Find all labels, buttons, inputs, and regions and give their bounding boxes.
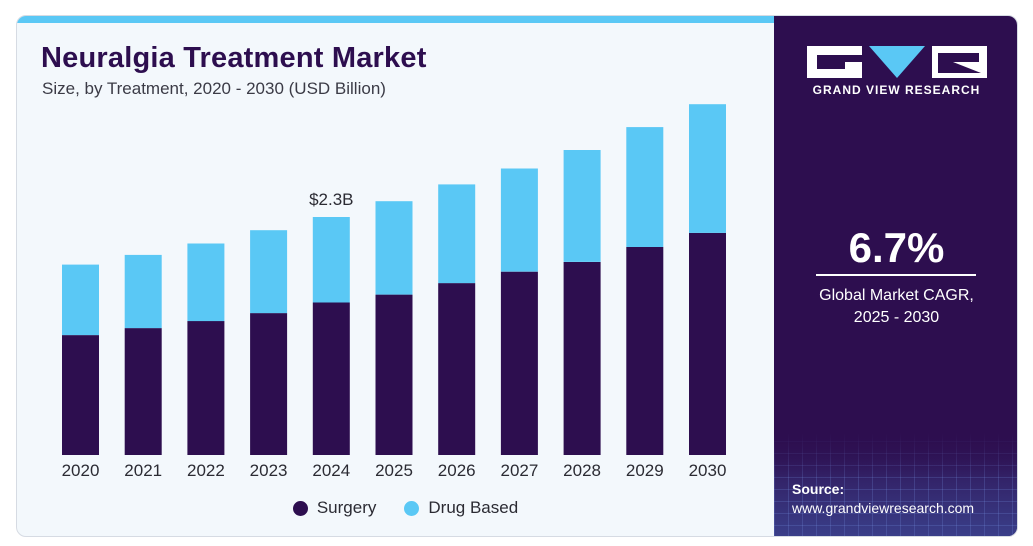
source-label: Source: [792, 481, 845, 497]
bar-surgery-2020 [62, 335, 99, 455]
bar-drug-based-2024 [312, 217, 350, 303]
bar-surgery-2030 [689, 232, 726, 455]
x-tick-label-2029: 2029 [626, 461, 664, 480]
bar-chart: 2020 2021 2022 2023 2024 $2.3B 2025 2026 2027 202… [62, 104, 727, 480]
bar-surgery-2027 [500, 271, 538, 455]
cagr-label-line1: Global Market CAGR, [819, 287, 974, 304]
brand-name: GRAND VIEW RESEARCH [812, 83, 981, 97]
legend-swatch-surgery [292, 500, 308, 516]
chart-subtitle: Size, by Treatment, 2020 - 2030 (USD Bil… [42, 79, 386, 98]
x-tick-label-2024: 2024 [312, 461, 350, 480]
legend-item-surgery: Surgery [292, 498, 377, 518]
bar-surgery-2029 [626, 247, 664, 455]
x-tick-label-2027: 2027 [500, 461, 538, 480]
cagr-value: 6.7% [848, 224, 945, 271]
bar-surgery-2023 [250, 313, 288, 455]
cagr-label: Global Market CAGR, 2025 - 2030 [774, 285, 1017, 329]
x-tick-label-2028: 2028 [563, 461, 601, 480]
legend-item-drug-based: Drug Based [404, 498, 518, 518]
cagr-divider [816, 274, 976, 276]
bar-surgery-2028 [563, 262, 601, 455]
bar-surgery-2022 [187, 321, 225, 455]
bar-drug-based-2022 [187, 243, 225, 322]
bar-drug-based-2021 [124, 254, 162, 329]
source-url: www.grandviewresearch.com [792, 500, 975, 516]
x-tick-label-2026: 2026 [438, 461, 476, 480]
bar-drug-based-2020 [62, 264, 99, 336]
legend-label-drug-based: Drug Based [428, 498, 519, 517]
cagr-label-line2: 2025 - 2030 [853, 309, 940, 326]
x-tick-label-2025: 2025 [375, 461, 413, 480]
x-tick-label-2021: 2021 [124, 461, 162, 480]
bar-drug-based-2025 [375, 201, 413, 295]
data-label-2024: $2.3B [309, 190, 353, 209]
bar-drug-based-2027 [500, 168, 538, 272]
brand-logo [807, 46, 987, 78]
x-tick-label-2020: 2020 [62, 461, 100, 480]
bar-drug-based-2023 [250, 230, 288, 314]
bar-drug-based-2030 [689, 104, 726, 233]
accent-bar [17, 16, 774, 23]
x-tick-label-2030: 2030 [689, 461, 727, 480]
decorative-grid [774, 433, 1017, 536]
bar-drug-based-2028 [563, 150, 601, 262]
bar-drug-based-2029 [626, 127, 664, 247]
bar-surgery-2021 [124, 328, 162, 455]
chart-title: Neuralgia Treatment Market [41, 42, 427, 74]
bar-drug-based-2026 [438, 184, 476, 284]
bar-surgery-2024 [312, 302, 350, 455]
legend-label-surgery: Surgery [316, 498, 377, 517]
chart-panel: Neuralgia Treatment Market Size, by Trea… [17, 16, 774, 536]
sidebar-panel: GRAND VIEW RESEARCH 6.7% Global Market C… [774, 16, 1017, 536]
legend-swatch-drug-based [404, 500, 420, 516]
infographic-card: Neuralgia Treatment Market Size, by Trea… [16, 15, 1018, 537]
bar-surgery-2026 [438, 283, 476, 455]
x-tick-label-2022: 2022 [187, 461, 225, 480]
bar-surgery-2025 [375, 294, 413, 455]
x-tick-label-2023: 2023 [250, 461, 288, 480]
chart-legend: Surgery Drug Based [17, 496, 774, 520]
